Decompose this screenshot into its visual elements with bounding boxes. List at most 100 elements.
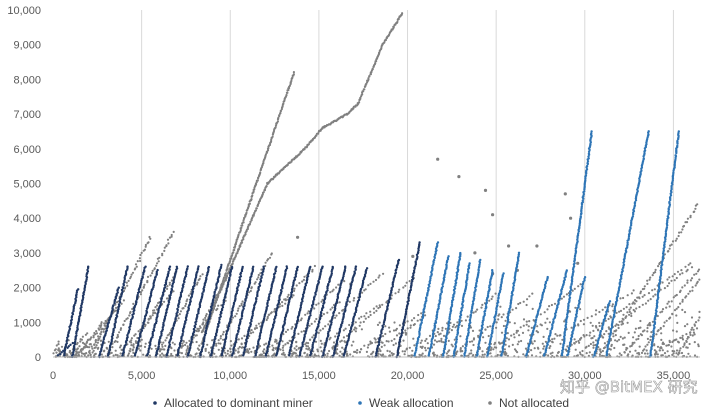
point-not-allocated [136,336,139,340]
point-not-allocated [398,288,401,291]
point-weak-allocation [676,139,679,143]
point-not-allocated [402,286,405,289]
point-allocated-to-dominant-miner [86,268,89,272]
point-not-allocated [405,347,408,350]
point-not-allocated [181,342,184,345]
point-not-allocated [630,292,634,295]
point-not-allocated [437,327,440,330]
point-not-allocated [413,317,416,320]
point-not-allocated [533,340,536,343]
point-not-allocated [292,73,295,76]
point-weak-allocation [490,335,493,338]
point-not-allocated [274,126,277,129]
point-weak-allocation [586,160,590,163]
point-allocated-to-dominant-miner [140,328,143,331]
point-not-allocated [131,271,135,274]
point-not-allocated [677,234,680,238]
point-weak-allocation [657,285,661,288]
point-weak-allocation [567,346,571,350]
point-not-allocated [665,344,668,347]
point-weak-allocation [443,275,446,279]
point-weak-allocation [649,354,652,357]
point-not-allocated [404,331,407,334]
point-not-allocated [75,352,78,355]
point-not-allocated [161,345,164,348]
point-weak-allocation [468,264,471,267]
point-not-allocated [362,90,365,93]
point-not-allocated [623,351,626,354]
point-allocated-to-dominant-miner [151,332,154,335]
point-not-allocated [577,339,580,343]
point-allocated-to-dominant-miner [176,307,179,311]
point-not-allocated [621,322,625,325]
point-allocated-to-dominant-miner [239,320,242,323]
point-allocated-to-dominant-miner [190,337,193,340]
point-not-allocated [296,235,300,239]
point-allocated-to-dominant-miner [189,298,192,301]
point-not-allocated [144,342,147,345]
point-not-allocated [607,326,610,329]
point-not-allocated [460,354,463,357]
point-not-allocated [268,256,272,259]
point-not-allocated [139,253,142,257]
point-weak-allocation [496,304,499,307]
point-not-allocated [667,343,671,347]
point-not-allocated [622,296,625,300]
point-allocated-to-dominant-miner [149,341,152,345]
point-not-allocated [76,341,79,345]
point-not-allocated [185,351,188,354]
point-weak-allocation [659,272,663,276]
point-not-allocated [138,345,141,348]
point-not-allocated [281,340,284,343]
point-not-allocated [270,138,273,141]
point-not-allocated [254,209,257,212]
point-weak-allocation [643,149,647,152]
point-weak-allocation [497,296,500,299]
point-not-allocated [331,306,334,309]
point-not-allocated [546,317,549,320]
point-weak-allocation [488,345,491,348]
point-not-allocated [155,264,158,267]
point-weak-allocation [468,318,472,321]
point-not-allocated [245,350,248,353]
point-allocated-to-dominant-miner [284,313,288,317]
point-not-allocated [512,333,516,336]
point-not-allocated [162,341,165,344]
point-not-allocated [474,310,477,313]
point-allocated-to-dominant-miner [203,335,206,339]
point-allocated-to-dominant-miner [112,304,115,307]
point-weak-allocation [515,265,519,268]
point-not-allocated [215,344,218,347]
point-weak-allocation [673,166,676,169]
point-weak-allocation [574,249,577,252]
point-weak-allocation [664,240,667,243]
point-not-allocated [696,280,699,283]
point-not-allocated [618,320,621,323]
point-weak-allocation [464,349,467,352]
point-allocated-to-dominant-miner [79,313,82,317]
point-not-allocated [320,342,323,345]
point-not-allocated [622,343,625,346]
point-weak-allocation [573,254,577,257]
point-not-allocated [468,340,472,343]
point-allocated-to-dominant-miner [141,325,144,328]
point-not-allocated [198,344,201,347]
point-not-allocated [586,316,589,319]
point-not-allocated [204,314,208,317]
point-not-allocated [319,339,322,342]
point-weak-allocation [487,349,490,352]
point-not-allocated [68,349,71,353]
point-not-allocated [293,347,296,350]
point-weak-allocation [656,294,660,298]
point-not-allocated [667,250,670,253]
point-not-allocated [553,337,556,340]
point-not-allocated [645,349,648,352]
point-allocated-to-dominant-miner [98,352,102,356]
point-weak-allocation [485,301,488,305]
point-not-allocated [410,319,413,322]
point-not-allocated [468,352,471,355]
point-not-allocated [591,324,594,327]
point-not-allocated [130,273,133,276]
point-not-allocated [319,329,322,332]
point-not-allocated [696,270,700,273]
